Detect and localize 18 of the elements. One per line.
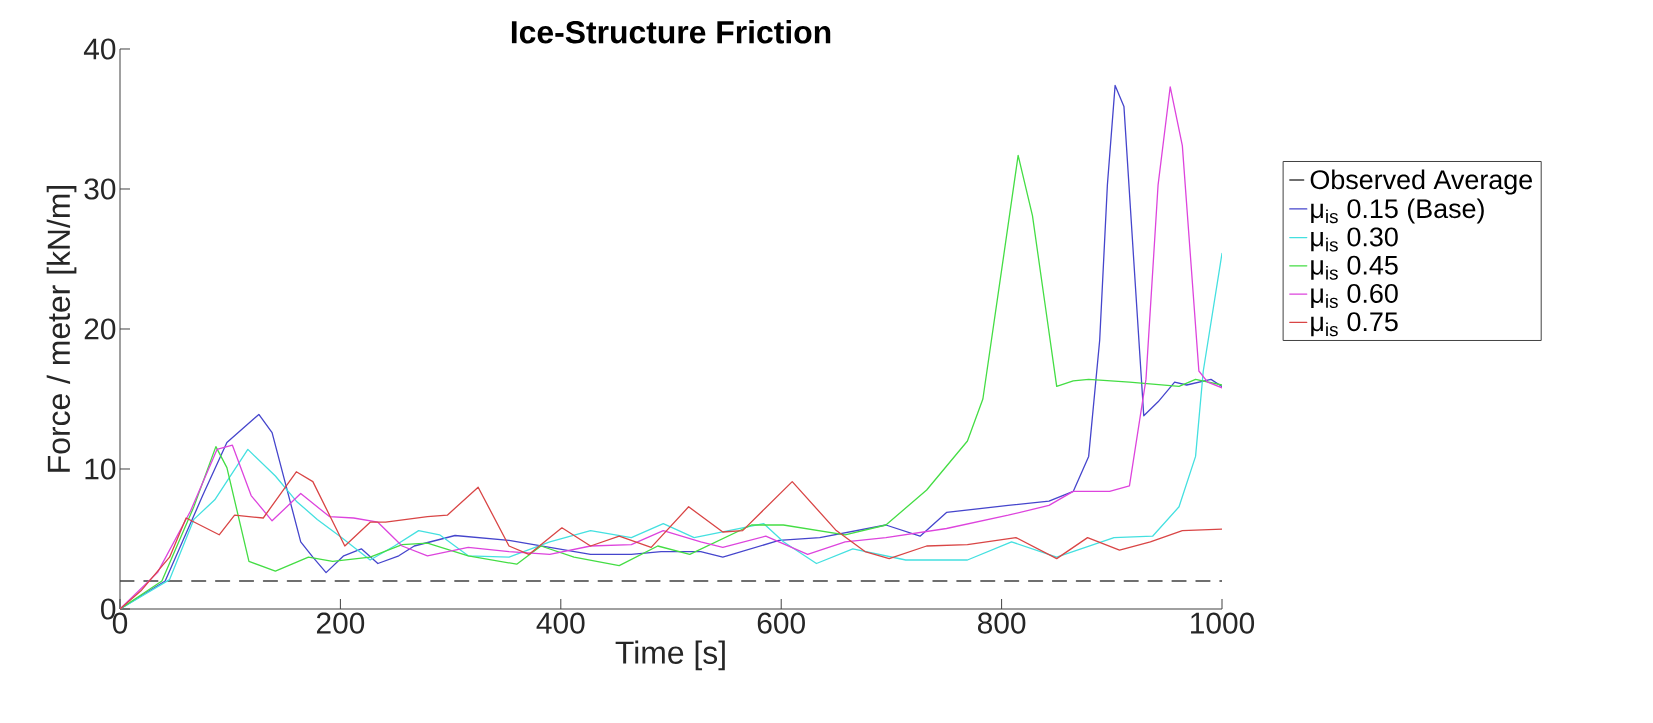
x-tick-label: 400 bbox=[536, 612, 585, 634]
x-tick-label: 600 bbox=[757, 612, 805, 634]
legend-label: μ$_{is}$ 0.60 bbox=[1311, 283, 1398, 309]
x-axis-title: Time [s] bbox=[615, 640, 725, 671]
y-tick-label: 20 bbox=[84, 318, 116, 340]
y-tick-label: 30 bbox=[84, 178, 116, 200]
x-tick-label: 200 bbox=[316, 612, 365, 634]
y-tick-label: 10 bbox=[85, 458, 116, 480]
legend-label: μ$_{is}$ 0.45 bbox=[1311, 255, 1398, 280]
y-tick-label: 40 bbox=[83, 38, 116, 60]
x-tick-label: 1000 bbox=[1191, 612, 1255, 634]
chart-title: Ice-Structure Friction bbox=[511, 20, 831, 44]
x-tick-label: 800 bbox=[977, 612, 1026, 634]
legend-label: μ$_{is}$ 0.75 bbox=[1311, 312, 1398, 337]
legend-label: Observed Average bbox=[1310, 169, 1532, 195]
y-axis-title: Force / meter [kN/m] bbox=[46, 186, 77, 472]
legend-label: μ$_{is}$ 0.15 (Base) bbox=[1311, 198, 1484, 224]
legend-label: μ$_{is}$ 0.30 bbox=[1311, 227, 1398, 252]
